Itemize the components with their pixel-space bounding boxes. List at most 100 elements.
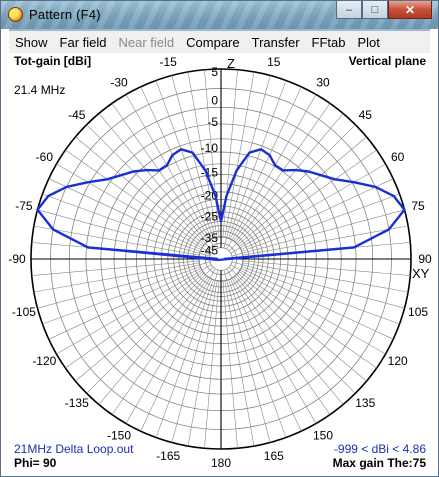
angle-tick-label: -15 bbox=[160, 55, 178, 69]
gain-trace bbox=[36, 148, 406, 261]
angle-tick-label: -120 bbox=[32, 354, 56, 368]
grid-spoke bbox=[241, 193, 400, 252]
gain-title: Tot-gain [dBi] bbox=[14, 54, 92, 68]
grid-spoke bbox=[226, 94, 317, 250]
menu-compare[interactable]: Compare bbox=[186, 34, 240, 50]
angle-tick-label: 105 bbox=[408, 305, 428, 319]
angle-tick-label: 75 bbox=[411, 199, 425, 213]
menu-plot[interactable]: Plot bbox=[357, 34, 380, 50]
grid-spoke bbox=[171, 269, 219, 443]
grid-spoke bbox=[37, 209, 211, 257]
grid-spoke bbox=[242, 262, 409, 293]
grid-spoke bbox=[240, 178, 394, 251]
grid-spoke bbox=[242, 225, 409, 256]
grid-spoke bbox=[42, 193, 201, 252]
z-axis-label: Z bbox=[227, 56, 235, 71]
grid-spoke bbox=[229, 86, 302, 240]
angle-tick-label: 120 bbox=[388, 354, 408, 368]
radial-tick-label: 0 bbox=[211, 93, 218, 107]
grid-spoke bbox=[187, 280, 218, 447]
grid-spoke bbox=[65, 271, 204, 369]
grid-spoke bbox=[56, 264, 212, 355]
file-name-label: 21MHz Delta Loop.out bbox=[14, 442, 134, 456]
radial-tick-label: -35 bbox=[201, 231, 219, 245]
gain-range-label: -999 < dBi < 4.86 bbox=[333, 442, 426, 456]
grid-spoke bbox=[222, 69, 238, 238]
grid-spoke bbox=[228, 266, 356, 394]
grid-spoke bbox=[231, 261, 405, 309]
menu-transfer[interactable]: Transfer bbox=[251, 34, 300, 50]
menu-bar: Show Far field Near field Compare Transf… bbox=[9, 29, 430, 53]
grid-spoke bbox=[233, 103, 331, 242]
maximize-button[interactable]: □ bbox=[362, 1, 388, 19]
grid-spoke bbox=[86, 266, 214, 394]
radial-tick-label: -25 bbox=[201, 209, 219, 223]
polar-chart: 15-1530-3045-4560-6075-7590-90105-105120… bbox=[9, 55, 432, 470]
max-gain-label: Max gain The:75 bbox=[332, 456, 426, 470]
polar-plot-area[interactable]: 15 -15 30 -30 45 -45 60 -60 75 -75 90 -90 105 -105 120… bbox=[9, 53, 432, 471]
angle-tick-label: -135 bbox=[65, 396, 89, 410]
grid-spoke bbox=[234, 113, 344, 243]
window-controls: – □ ✕ bbox=[336, 1, 432, 21]
grid-spoke bbox=[111, 103, 209, 242]
grid-spoke bbox=[204, 69, 220, 238]
grid-spoke bbox=[33, 262, 200, 293]
grid-spoke bbox=[241, 266, 400, 325]
grid-spoke bbox=[224, 71, 255, 238]
grid-spoke bbox=[204, 280, 220, 449]
title-bar[interactable]: Pattern (F4) – □ ✕ bbox=[1, 1, 438, 29]
angle-tick-label: -60 bbox=[36, 150, 54, 164]
menu-near-field[interactable]: Near field bbox=[118, 34, 175, 50]
minimize-button[interactable]: – bbox=[336, 1, 362, 19]
maximize-icon: □ bbox=[371, 3, 379, 16]
grid-spoke bbox=[230, 264, 386, 355]
grid-spoke bbox=[223, 75, 271, 249]
grid-spoke bbox=[48, 267, 202, 340]
plane-title: Vertical plane bbox=[348, 54, 426, 68]
angle-tick-label: 60 bbox=[391, 150, 405, 164]
grid-spoke bbox=[48, 178, 202, 251]
angle-tick-label: -105 bbox=[12, 305, 36, 319]
polar-grid bbox=[30, 68, 412, 450]
grid-spoke bbox=[237, 272, 367, 382]
angle-tick-label: 15 bbox=[267, 55, 281, 69]
grid-spoke bbox=[222, 280, 238, 449]
radial-tick-label: 5 bbox=[211, 65, 218, 79]
grid-spoke bbox=[237, 136, 367, 246]
radial-tick-labels: 50-5-10-15-20-25-35-45 bbox=[201, 65, 219, 258]
phi-label: Phi= 90 bbox=[14, 456, 57, 470]
grid-spoke bbox=[228, 124, 356, 252]
grid-spoke bbox=[125, 268, 216, 424]
grid-spoke bbox=[238, 271, 377, 369]
frequency-label: 21.4 MHz bbox=[14, 83, 66, 97]
angle-tick-label: 165 bbox=[264, 449, 284, 463]
radial-tick-label: -45 bbox=[201, 243, 219, 257]
angle-tick-label: -150 bbox=[107, 429, 131, 443]
gain-trace-baseline bbox=[87, 246, 355, 262]
grid-spoke bbox=[140, 86, 213, 240]
angle-tick-label: -90 bbox=[9, 252, 26, 266]
xy-axis-label: XY bbox=[412, 266, 430, 281]
grid-spoke bbox=[125, 94, 216, 250]
close-button[interactable]: ✕ bbox=[388, 1, 432, 19]
menu-fftab[interactable]: FFtab bbox=[311, 34, 346, 50]
grid-spoke bbox=[42, 266, 201, 325]
angle-tick-label: 150 bbox=[313, 429, 333, 443]
grid-spoke bbox=[229, 278, 302, 432]
grid-spoke bbox=[111, 276, 209, 415]
close-icon: ✕ bbox=[404, 2, 416, 17]
angle-tick-label: 90 bbox=[418, 252, 432, 266]
radial-tick-label: -10 bbox=[201, 141, 219, 155]
angle-tick-label: -45 bbox=[68, 108, 86, 122]
grid-spoke bbox=[65, 149, 204, 247]
angle-tick-labels: 15-1530-3045-4560-6075-7590-90105-105120… bbox=[9, 55, 432, 470]
menu-far-field[interactable]: Far field bbox=[59, 34, 107, 50]
grid-spoke bbox=[231, 209, 405, 257]
grid-spoke bbox=[86, 124, 214, 252]
grid-spoke bbox=[33, 225, 200, 256]
grid-spoke bbox=[230, 163, 386, 254]
grid-spoke bbox=[56, 163, 212, 254]
menu-show[interactable]: Show bbox=[15, 34, 48, 50]
app-icon bbox=[8, 7, 23, 22]
